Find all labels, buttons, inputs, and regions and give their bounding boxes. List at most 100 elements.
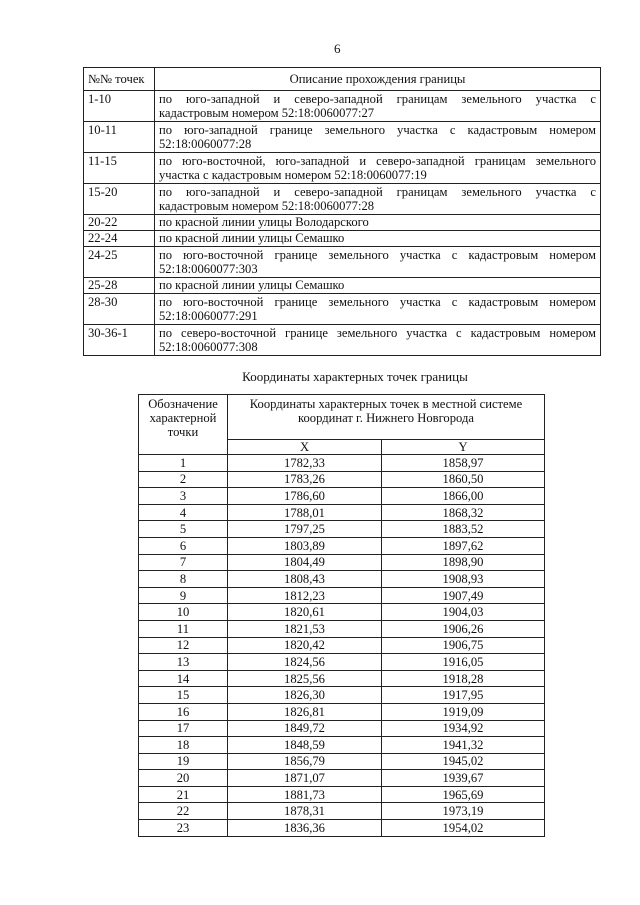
description-cell: по юго-восточной границе земельного учас…: [154, 246, 601, 278]
header-y: Y: [381, 439, 545, 455]
point-cell: 5: [138, 520, 228, 538]
point-cell: 7: [138, 553, 228, 572]
y-cell: 1934,92: [381, 719, 545, 738]
y-cell: 1939,67: [381, 769, 545, 787]
description-line: 52:18:0060077:28: [159, 137, 252, 151]
table-row: 22 1878,31 1973,19: [138, 802, 545, 821]
point-cell: 11: [138, 619, 228, 638]
y-cell: 1868,32: [381, 503, 545, 522]
x-cell: 1782,33: [227, 454, 382, 472]
x-cell: 1881,73: [227, 785, 382, 804]
header-point: Обозначение характерной точки: [138, 394, 228, 455]
point-cell: 2: [138, 470, 228, 489]
point-cell: 6: [138, 536, 228, 555]
y-cell: 1919,09: [381, 702, 545, 721]
table-row: 15-20 по юго-западной и северо-западной г…: [83, 183, 601, 215]
description-line: кадастровым номером 52:18:0060077:27: [159, 106, 375, 120]
y-cell: 1858,97: [381, 454, 545, 472]
x-cell: 1821,53: [227, 619, 382, 638]
description-cell: по красной линии улицы Семашко: [154, 277, 601, 294]
y-cell: 1941,32: [381, 736, 545, 754]
table-row: 3 1786,60 1866,00: [138, 487, 545, 505]
point-cell: 13: [138, 653, 228, 671]
table-row: 20 1871,07 1939,67: [138, 769, 545, 787]
y-cell: 1860,50: [381, 470, 545, 489]
y-cell: 1916,05: [381, 653, 545, 671]
table-row: 21 1881,73 1965,69: [138, 785, 545, 804]
y-cell: 1897,62: [381, 536, 545, 555]
points-cell: 22-24: [83, 230, 155, 247]
table-row: 10 1820,61 1904,03: [138, 603, 545, 621]
x-cell: 1808,43: [227, 570, 382, 588]
x-cell: 1826,30: [227, 686, 382, 704]
table-row: 25-28 по красной линии улицы Семашко: [83, 277, 601, 294]
header-points: №№ точек: [83, 67, 155, 91]
point-cell: 3: [138, 487, 228, 505]
point-cell: 9: [138, 586, 228, 605]
points-cell: 10-11: [83, 121, 155, 153]
table-row: 16 1826,81 1919,09: [138, 702, 545, 721]
description-line: 52:18:0060077:303: [159, 262, 258, 276]
table-row: 22-24 по красной линии улицы Семашко: [83, 230, 601, 247]
header-description: Описание прохождения границы: [154, 67, 601, 91]
points-cell: 15-20: [83, 183, 155, 215]
table-row: 17 1849,72 1934,92: [138, 719, 545, 738]
table-row: 4 1788,01 1868,32: [138, 503, 545, 522]
x-cell: 1804,49: [227, 553, 382, 572]
table-row: 1-10 по юго-западной и северо-западной гр…: [83, 90, 601, 122]
point-cell: 4: [138, 503, 228, 522]
table-row: 23 1836,36 1954,02: [138, 819, 545, 837]
description-line: по красной линии улицы Семашко: [159, 278, 345, 292]
x-cell: 1836,36: [227, 819, 382, 837]
x-cell: 1803,89: [227, 536, 382, 555]
point-cell: 10: [138, 603, 228, 621]
boundary-description-table: №№ точек Описание прохождения границы 1-…: [83, 67, 601, 356]
table-row: 13 1824,56 1916,05: [138, 653, 545, 671]
x-cell: 1824,56: [227, 653, 382, 671]
description-cell: по юго-западной и северо-западной границ…: [154, 183, 601, 215]
description-cell: по юго-западной границе земельного участ…: [154, 121, 601, 153]
point-cell: 17: [138, 719, 228, 738]
x-cell: 1856,79: [227, 752, 382, 771]
points-cell: 24-25: [83, 246, 155, 278]
table-row: 24-25 по юго-восточной границе земельного…: [83, 246, 601, 278]
coords-title: Координаты характерных точек границы: [242, 369, 468, 384]
point-cell: 16: [138, 702, 228, 721]
table-row: 2 1783,26 1860,50: [138, 470, 545, 489]
table-row: 8 1808,43 1908,93: [138, 570, 545, 588]
x-cell: 1820,42: [227, 636, 382, 655]
y-cell: 1866,00: [381, 487, 545, 505]
table-row: 14 1825,56 1918,28: [138, 669, 545, 688]
x-cell: 1812,23: [227, 586, 382, 605]
table-row: 20-22 по красной линии улицы Володарского: [83, 214, 601, 231]
y-cell: 1973,19: [381, 802, 545, 821]
x-cell: 1825,56: [227, 669, 382, 688]
table-row: 7 1804,49 1898,90: [138, 553, 545, 572]
points-cell: 25-28: [83, 277, 155, 294]
point-cell: 23: [138, 819, 228, 837]
x-cell: 1871,07: [227, 769, 382, 787]
table-row: 15 1826,30 1917,95: [138, 686, 545, 704]
table-row: 9 1812,23 1907,49: [138, 586, 545, 605]
x-cell: 1797,25: [227, 520, 382, 538]
y-cell: 1883,52: [381, 520, 545, 538]
point-cell: 14: [138, 669, 228, 688]
table-row: 19 1856,79 1945,02: [138, 752, 545, 771]
header-x: X: [227, 439, 382, 455]
description-line: по юго-восточной, юго-западной и северо-…: [159, 154, 596, 168]
y-cell: 1917,95: [381, 686, 545, 704]
table-row: 11 1821,53 1906,26: [138, 619, 545, 638]
table-row: 6 1803,89 1897,62: [138, 536, 545, 555]
table-header-row: №№ точек Описание прохождения границы: [83, 67, 601, 91]
description-line: участка с кадастровым номером 52:18:0060…: [159, 168, 427, 182]
table-row: 28-30 по юго-восточной границе земельного…: [83, 293, 601, 325]
description-line: по юго-восточной границе земельного учас…: [159, 248, 596, 262]
description-line: по юго-восточной границе земельного учас…: [159, 295, 596, 309]
y-cell: 1906,75: [381, 636, 545, 655]
point-cell: 21: [138, 785, 228, 804]
point-cell: 22: [138, 802, 228, 821]
table-row: 5 1797,25 1883,52: [138, 520, 545, 538]
coordinates-table: Обозначение характерной точки Координаты…: [138, 394, 545, 837]
point-cell: 19: [138, 752, 228, 771]
point-cell: 1: [138, 454, 228, 472]
